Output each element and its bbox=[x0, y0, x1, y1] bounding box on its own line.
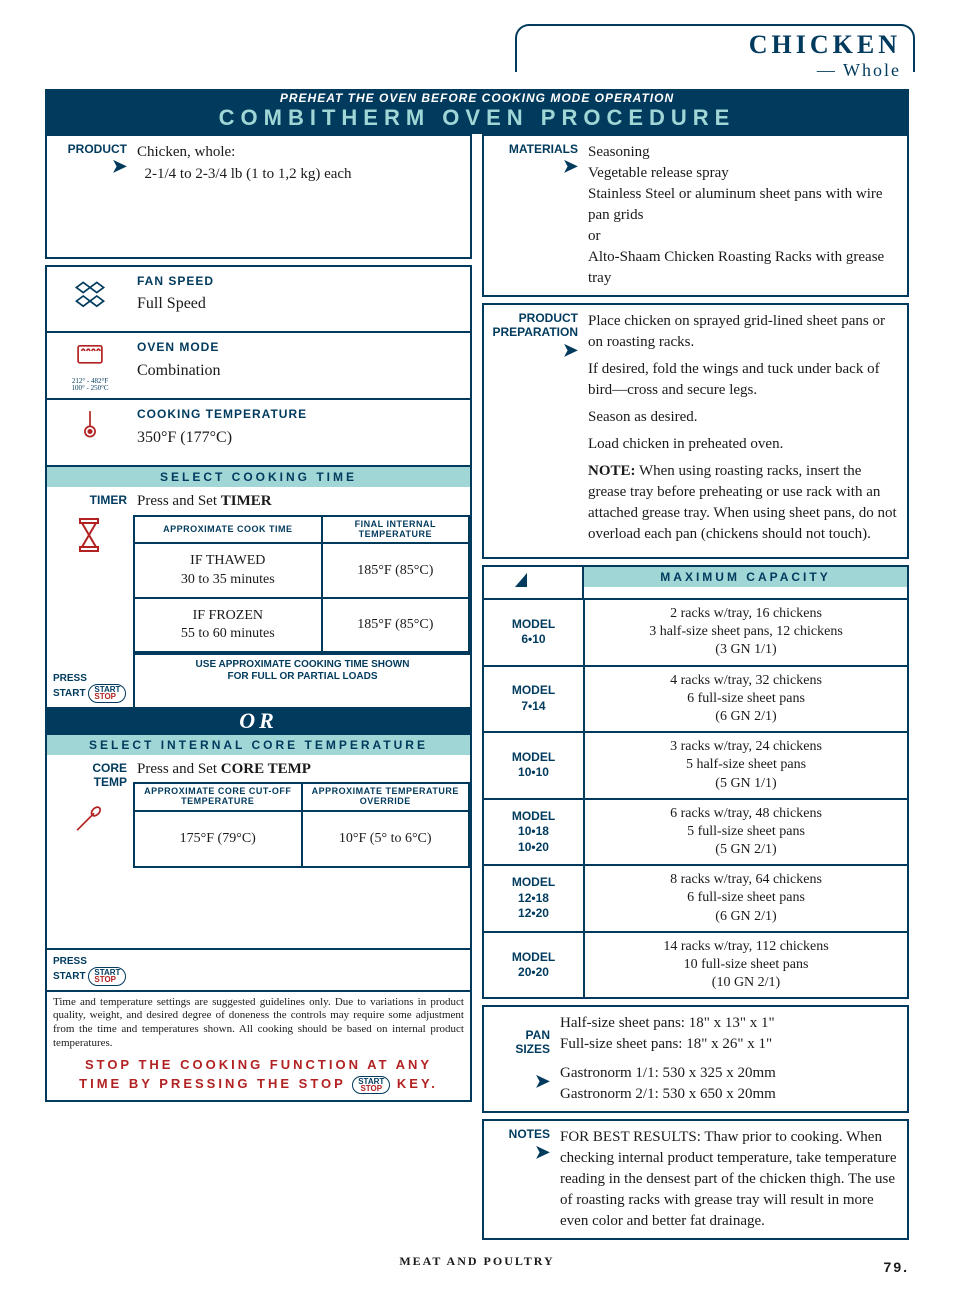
disclaimer-text: Time and temperature settings are sugges… bbox=[47, 992, 470, 1053]
cook-time-table: APPROXIMATE COOK TIME FINAL INTERNAL TEM… bbox=[133, 515, 470, 654]
use-approx-note: USE APPROXIMATE COOKING TIME SHOWNFOR FU… bbox=[135, 655, 470, 687]
timer-content: Press and Set TIMER APPROXIMATE COOK TIM… bbox=[133, 487, 470, 653]
notes-label: NOTES ➤ bbox=[484, 1121, 556, 1238]
fan-icon bbox=[47, 267, 133, 332]
notes-content: FOR BEST RESULTS: Thaw prior to cooking.… bbox=[556, 1121, 907, 1238]
select-core-header: SELECT INTERNAL CORE TEMPERATURE bbox=[47, 735, 470, 755]
start-stop-button-icon: STARTSTOP bbox=[352, 1076, 390, 1094]
arrow-icon: ➤ bbox=[563, 340, 578, 360]
core-content: Press and Set CORE TEMP APPROXIMATE CORE… bbox=[133, 755, 470, 949]
stop-instruction: STOP THE COOKING FUNCTION AT ANY TIME BY… bbox=[47, 1053, 470, 1100]
arrow-icon: ➤ bbox=[112, 156, 127, 176]
page-number: 79. bbox=[884, 1259, 909, 1275]
mode-content: OVEN MODE Combination bbox=[133, 333, 470, 398]
max-capacity-header: MAXIMUM CAPACITY bbox=[584, 567, 907, 587]
or-divider: OR bbox=[47, 707, 470, 735]
product-label: PRODUCT ➤ bbox=[47, 136, 133, 257]
materials-label: MATERIALS ➤ bbox=[484, 136, 584, 295]
title-tab-border bbox=[515, 24, 915, 72]
press-start-left-2: PRESS START STARTSTOP bbox=[47, 950, 133, 989]
page-footer: MEAT AND POULTRY 79. bbox=[45, 1254, 909, 1269]
probe-icon bbox=[72, 803, 106, 837]
core-temp-table: APPROXIMATE CORE CUT-OFF TEMPERATURE APP… bbox=[133, 782, 470, 868]
select-cooking-time-header: SELECT COOKING TIME bbox=[47, 465, 470, 487]
arrow-icon: ➤ bbox=[535, 1142, 550, 1162]
procedure-title: COMBITHERM OVEN PROCEDURE bbox=[45, 105, 909, 134]
capacity-arrow bbox=[484, 567, 584, 598]
oven-mode-icon: 212° - 482°F 100° - 250°C bbox=[47, 333, 133, 398]
pan-sizes-label: PAN SIZES ➤ bbox=[484, 1007, 556, 1111]
arrow-icon: ➤ bbox=[563, 156, 578, 176]
capacity-table: MODEL 6•102 racks w/tray, 16 chickens 3 … bbox=[484, 598, 907, 997]
start-stop-button-icon: STARTSTOP bbox=[88, 684, 126, 702]
preparation-content: Place chicken on sprayed grid-lined shee… bbox=[584, 305, 907, 557]
hourglass-icon bbox=[74, 515, 104, 555]
temp-content: COOKING TEMPERATURE 350°F (177°C) bbox=[133, 400, 470, 465]
timer-label: TIMER bbox=[47, 487, 133, 653]
press-start-left: PRESS START STARTSTOP bbox=[47, 653, 133, 706]
arrow-icon: ➤ bbox=[535, 1071, 550, 1091]
preheat-bar: PREHEAT THE OVEN BEFORE COOKING MODE OPE… bbox=[45, 89, 909, 105]
product-content: Chicken, whole: 2-1/4 to 2-3/4 lb (1 to … bbox=[133, 136, 470, 257]
preparation-label: PRODUCTPREPARATION ➤ bbox=[484, 305, 584, 557]
fan-content: FAN SPEED Full Speed bbox=[133, 267, 470, 332]
page-title-block: CHICKEN — Whole bbox=[45, 30, 909, 81]
start-stop-button-icon: STARTSTOP bbox=[88, 967, 126, 985]
thermometer-icon bbox=[47, 400, 133, 465]
pan-sizes-content: Half-size sheet pans: 18" x 13" x 1" Ful… bbox=[556, 1007, 907, 1111]
materials-list: Seasoning Vegetable release spray Stainl… bbox=[584, 136, 907, 295]
core-temp-label: CORETEMP bbox=[47, 755, 133, 949]
